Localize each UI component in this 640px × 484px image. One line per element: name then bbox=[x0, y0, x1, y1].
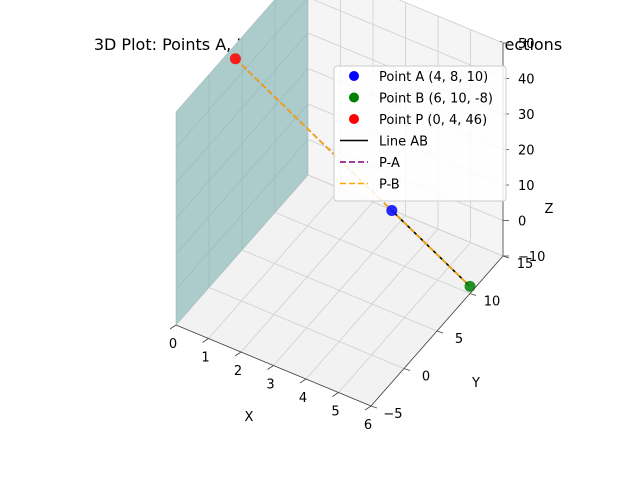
legend-label: Point P (0, 4, 46) bbox=[379, 113, 487, 128]
z-tick-label: 50 bbox=[518, 37, 535, 52]
z-tick-label: 30 bbox=[518, 108, 535, 123]
y-tick bbox=[436, 330, 444, 334]
y-tick bbox=[403, 368, 411, 371]
yz-plane-layer bbox=[176, 0, 308, 325]
data-point-2 bbox=[464, 280, 476, 292]
x-tick-label: 5 bbox=[331, 405, 339, 420]
x-tick bbox=[202, 338, 209, 343]
y-tick-label: 15 bbox=[517, 257, 534, 272]
x-tick-label: 0 bbox=[169, 337, 177, 352]
y-tick bbox=[469, 293, 477, 296]
data-point-3 bbox=[229, 53, 241, 65]
legend-marker bbox=[349, 92, 359, 103]
axes-layer: 0 1 2 3 4 5 6 −5 0 5 10 15−10 0 10 20 30 40 50 bbox=[169, 37, 546, 433]
y-tick bbox=[370, 405, 378, 409]
x-tick-label: 2 bbox=[234, 364, 242, 379]
legend-label: Point B (6, 10, -8) bbox=[379, 92, 493, 107]
x-tick bbox=[364, 405, 372, 411]
z-gridline bbox=[175, 174, 504, 326]
y-axis-label: Y bbox=[471, 376, 480, 391]
legend-label: Line AB bbox=[379, 135, 428, 150]
legend-marker bbox=[349, 71, 359, 81]
y-tick-label: 10 bbox=[484, 295, 501, 310]
legend-label: P-A bbox=[379, 156, 400, 171]
y-tick-label: −5 bbox=[383, 407, 402, 422]
z-tick-label: 0 bbox=[518, 215, 526, 230]
x-tick-label: 6 bbox=[364, 418, 372, 433]
z-gridline bbox=[175, 0, 504, 113]
z-tick-label: −10 bbox=[518, 250, 545, 265]
legend-label: Point A (4, 8, 10) bbox=[379, 70, 488, 85]
legend-box bbox=[333, 65, 507, 202]
x-tick bbox=[299, 378, 307, 384]
x-tick bbox=[169, 324, 177, 330]
legend-label: P-B bbox=[379, 178, 400, 193]
x-tick-label: 4 bbox=[299, 391, 307, 406]
y-tick-label: 0 bbox=[422, 370, 430, 385]
legend-marker bbox=[349, 114, 359, 124]
x-tick bbox=[332, 392, 339, 397]
data-point-1 bbox=[386, 205, 398, 216]
x-tick bbox=[267, 365, 274, 370]
z-gridline bbox=[175, 0, 504, 148]
x-tick bbox=[234, 351, 242, 357]
z-tick-label: 40 bbox=[518, 73, 535, 88]
legend: Point A (4, 8, 10) Point B (6, 10, -8) Poi… bbox=[333, 65, 507, 202]
x-axis-label: X bbox=[245, 410, 254, 425]
z-tick-label: 20 bbox=[518, 144, 535, 159]
y-tick-label: 5 bbox=[455, 332, 463, 347]
x-tick-label: 3 bbox=[266, 378, 274, 393]
z-axis-label: Z bbox=[545, 202, 554, 217]
z-tick-label: 10 bbox=[518, 179, 535, 194]
x-tick-label: 1 bbox=[201, 351, 209, 366]
yz-plane bbox=[176, 0, 308, 325]
